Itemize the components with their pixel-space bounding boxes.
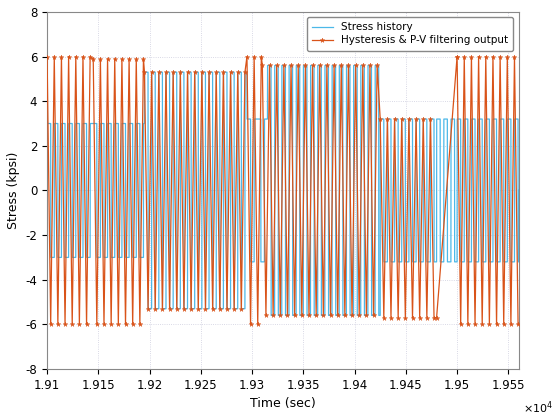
Stress history bbox=[256, 116, 263, 121]
Stress history bbox=[345, 63, 352, 68]
Stress history bbox=[264, 63, 271, 68]
Hysteresis & P-V filtering output bbox=[515, 322, 521, 327]
Hysteresis & P-V filtering output bbox=[331, 63, 338, 68]
Text: $\times10^4$: $\times10^4$ bbox=[523, 399, 553, 416]
Hysteresis & P-V filtering output bbox=[48, 322, 54, 327]
Line: Hysteresis & P-V filtering output: Hysteresis & P-V filtering output bbox=[45, 54, 520, 327]
Stress history bbox=[454, 259, 460, 264]
Hysteresis & P-V filtering output bbox=[384, 116, 391, 121]
Stress history bbox=[515, 188, 522, 193]
Hysteresis & P-V filtering output bbox=[402, 315, 409, 320]
Stress history bbox=[514, 116, 521, 121]
Stress history bbox=[509, 259, 516, 264]
Hysteresis & P-V filtering output bbox=[306, 313, 312, 318]
Y-axis label: Stress (kpsi): Stress (kpsi) bbox=[7, 152, 20, 229]
Hysteresis & P-V filtering output bbox=[129, 322, 136, 327]
Hysteresis & P-V filtering output bbox=[66, 54, 72, 59]
Stress history bbox=[44, 121, 50, 126]
Hysteresis & P-V filtering output bbox=[44, 54, 50, 59]
Stress history bbox=[268, 313, 274, 318]
Stress history bbox=[466, 259, 473, 264]
X-axis label: Time (sec): Time (sec) bbox=[250, 397, 316, 410]
Legend: Stress history, Hysteresis & P-V filtering output: Stress history, Hysteresis & P-V filteri… bbox=[307, 17, 514, 51]
Line: Stress history: Stress history bbox=[47, 66, 519, 315]
